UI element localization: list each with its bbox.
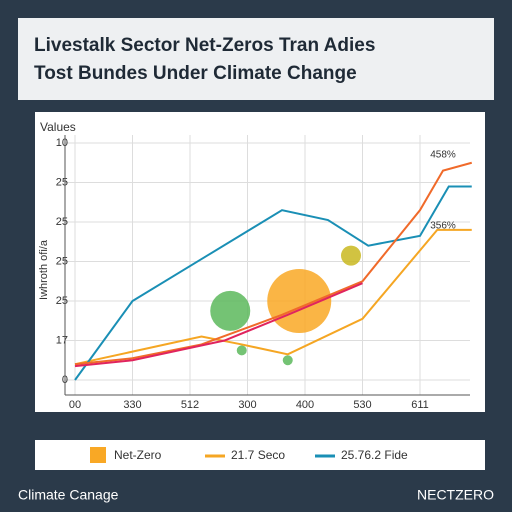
y-axis-label: Iwhroth ofi/a: [38, 239, 50, 300]
chart-title: Tost Bundes Under Climate Change: [34, 63, 357, 84]
x-tick-label: 400: [296, 399, 314, 411]
legend-label: 25.76.2 Fide: [341, 448, 408, 462]
title-card: [18, 18, 494, 100]
legend-swatch: [90, 447, 106, 463]
line: [74, 185, 472, 381]
y-axis-title: Values: [40, 120, 76, 134]
x-tick-label: 611: [411, 399, 429, 411]
x-tick-label: 00: [69, 399, 81, 411]
legend-label: Net-Zero: [114, 448, 162, 462]
line: [74, 161, 473, 366]
footer-right: NECTZERO: [417, 487, 494, 503]
x-tick-label: 530: [353, 399, 371, 411]
y-tick-label: 25: [56, 176, 68, 188]
y-tick-label: 25: [56, 295, 68, 307]
annotation: 458%: [430, 149, 456, 160]
chart-title: Livestalk Sector Net-Zeros Tran Adies: [34, 35, 375, 56]
bubble: [236, 345, 247, 356]
bubble: [282, 355, 293, 366]
legend: [35, 440, 485, 470]
legend-label: 21.7 Seco: [231, 448, 285, 462]
bubble: [341, 245, 361, 266]
y-tick-label: 17: [56, 334, 68, 346]
footer-left: Climate Canage: [18, 487, 119, 503]
bubble: [210, 290, 251, 331]
y-tick-label: 25: [56, 216, 68, 228]
y-tick-label: 25: [56, 255, 68, 267]
x-tick-label: 512: [181, 399, 199, 411]
annotation: 356%: [430, 221, 456, 232]
line: [74, 282, 363, 368]
x-tick-label: 330: [123, 399, 141, 411]
line: [74, 228, 472, 366]
y-tick-label: 10: [56, 137, 68, 149]
x-tick-label: 300: [238, 399, 256, 411]
